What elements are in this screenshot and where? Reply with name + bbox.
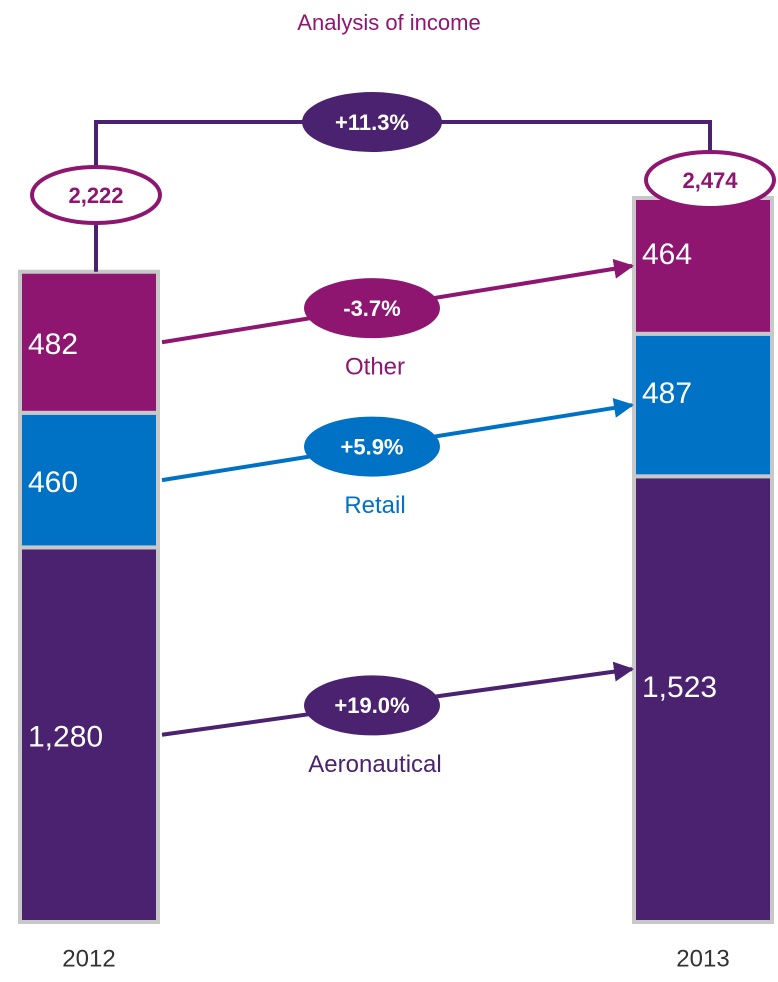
total-change-label: +11.3% (335, 110, 409, 135)
total-label: 2,222 (68, 183, 123, 208)
series-name: Aeronautical (308, 751, 441, 778)
bar-segment (632, 331, 774, 479)
bar-segment (632, 196, 774, 336)
change-label: -3.7% (343, 296, 400, 321)
x-tick-label: 2013 (676, 945, 729, 972)
bar-segment (18, 269, 160, 415)
segment-label: 482 (28, 328, 78, 361)
segment-label: 464 (642, 238, 692, 271)
total-change-badge (302, 92, 442, 152)
segment-label: 487 (642, 377, 692, 410)
segment-label: 1,280 (28, 721, 103, 754)
change-label: +19.0% (334, 693, 409, 718)
series-name: Other (345, 353, 405, 380)
change-badge (304, 278, 440, 339)
bar-segment (632, 474, 774, 924)
bar-segment (18, 410, 160, 550)
total-label: 2,474 (682, 168, 738, 193)
segment-label: 460 (28, 466, 78, 499)
total-badge (644, 150, 776, 210)
change-badge (304, 416, 440, 477)
chart-title: Analysis of income (297, 10, 480, 35)
x-tick-label: 2012 (62, 945, 115, 972)
change-badge (304, 675, 440, 736)
total-badge (30, 165, 162, 225)
change-label: +5.9% (341, 434, 404, 459)
bar-segment (18, 545, 160, 924)
series-name: Retail (344, 492, 405, 519)
segment-label: 1,523 (642, 671, 717, 704)
